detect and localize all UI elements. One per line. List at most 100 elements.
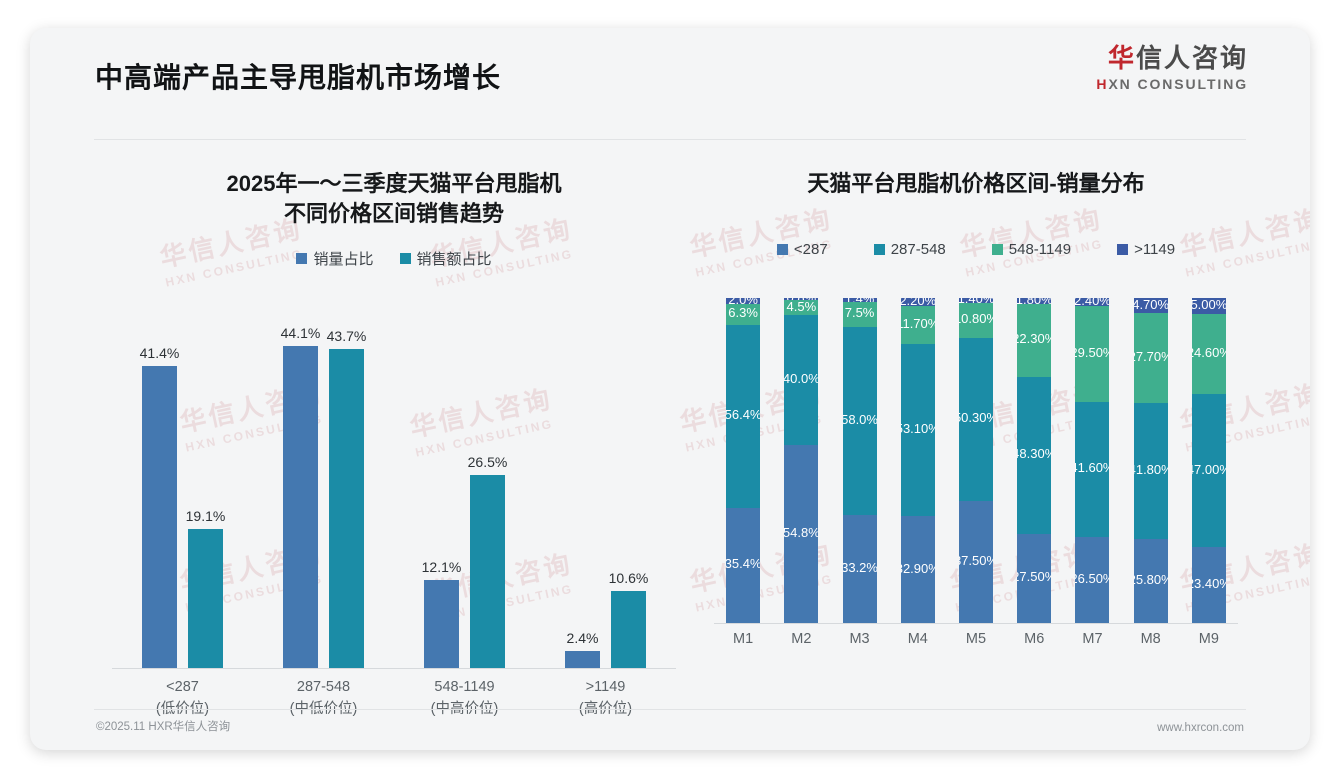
stacked-bar[interactable]: 35.4% 56.4% 6.3%2.0% [726, 297, 761, 623]
bar-value-label: 2.4% [566, 629, 599, 646]
slide-header: 中高端产品主导甩脂机市场增长 华信人咨询 HXN CONSULTING [30, 28, 1310, 140]
stacked-bar-segment[interactable]: 41.60% [1075, 401, 1110, 537]
segment-value-label: 1.80% [1017, 298, 1051, 304]
stacked-bar-segment[interactable]: 1.4% [842, 297, 877, 303]
stacked-bar-segment[interactable]: 35.4% [726, 507, 761, 623]
bar [470, 474, 505, 668]
bar-group: 12.1% 26.5% [404, 318, 526, 668]
logo-english-text: HXN CONSULTING [1096, 76, 1248, 92]
stacked-bar-segment[interactable]: 5.00% [1191, 298, 1226, 315]
logo-en-rest: XN CONSULTING [1108, 76, 1248, 93]
segment-value-label: 2.0% [728, 298, 758, 305]
segment-value-label: 2.20% [901, 298, 935, 305]
stacked-bar-segment[interactable]: 6.3% [726, 304, 761, 325]
stacked-bar-segment[interactable]: 27.70% [1133, 313, 1168, 404]
right-chart-legend-item[interactable]: 548-1149 [991, 241, 1072, 259]
right-chart-category-labels: M1 M2 M3 M4 M5 M6 M7 M8 M9 [714, 631, 1238, 659]
stacked-bar-segment[interactable]: 32.90% [900, 516, 935, 623]
stacked-bar[interactable]: 26.50% 41.60% 29.50% 2.40% [1075, 298, 1110, 623]
stacked-bar[interactable]: 25.80% 41.80% 27.70% 4.70% [1133, 298, 1168, 623]
stacked-bar[interactable]: 27.50% 48.30% 22.30% 1.80% [1017, 298, 1052, 623]
left-chart-panel: 2025年一～三季度天猫平台甩脂机 不同价格区间销售趋势 销量占比 销售额占比 4… [94, 148, 694, 717]
stacked-bar[interactable]: 32.90% 53.10% 11.70% 2.20% [900, 298, 935, 623]
bar-column[interactable]: 41.4% [140, 345, 179, 668]
bar-column[interactable]: 10.6% [609, 570, 648, 668]
stacked-bar-segment[interactable]: 1.40% [959, 298, 993, 303]
bar [611, 590, 646, 668]
logo-cn-accent: 华 [1107, 43, 1136, 73]
stacked-bar-segment[interactable]: 48.30% [1017, 376, 1052, 534]
bar-value-label: 43.7% [326, 328, 367, 345]
stacked-bar-segment[interactable]: 33.2% [842, 515, 877, 623]
segment-value-label: 4.5% [786, 300, 817, 314]
month-label: M8 [1140, 631, 1161, 647]
right-chart-legend-item[interactable]: >1149 [1117, 241, 1175, 258]
stacked-bar-segment[interactable]: 4.70% [1133, 298, 1168, 314]
stacked-bar[interactable]: 33.2% 58.0% 7.5% 1.4% [842, 297, 877, 623]
left-chart-legend-item[interactable]: 销售额占比 [399, 248, 492, 269]
stacked-bar-segment[interactable]: 2.40% [1075, 298, 1110, 306]
stacked-bar-segment[interactable]: 23.40% [1191, 546, 1226, 623]
stacked-bar-segment[interactable]: 1.80% [1017, 298, 1052, 305]
page-title: 中高端产品主导甩脂机市场增长 [95, 62, 502, 93]
stacked-bar-segment[interactable]: 29.50% [1075, 305, 1110, 402]
right-chart-legend-item[interactable]: 287-548 [873, 241, 946, 258]
bar-column[interactable]: 26.5% [468, 454, 507, 668]
bar-column[interactable]: 19.1% [186, 508, 225, 668]
stacked-bar-segment[interactable]: 7.5% [842, 302, 877, 327]
category-label: 548-1149 (中高价位) [404, 676, 526, 721]
segment-value-label: 5.00% [1191, 298, 1226, 313]
stacked-bar-segment[interactable]: 58.0% [842, 326, 877, 516]
bar-column[interactable]: 12.1% [422, 559, 461, 668]
logo-en-accent: H [1096, 76, 1109, 93]
category-label: <287 (低价位) [122, 676, 244, 721]
segment-value-label: 48.30% [1017, 446, 1051, 462]
stacked-bar-segment[interactable]: 11.70% [900, 305, 935, 344]
segment-value-label: 53.10% [901, 420, 935, 436]
left-chart-plot-area: 41.4% 19.1% 44.1% 43.7% 12.1% 26.5% 2.4% 10.6% [112, 318, 676, 668]
company-logo: 华信人咨询 HXN CONSULTING [1096, 43, 1248, 92]
stacked-bar-segment[interactable]: 40.0% [784, 314, 819, 445]
right-chart-legend-item[interactable]: <287 [776, 241, 828, 258]
stacked-bar[interactable]: 37.50% 50.30% 10.80% 1.40% [959, 298, 993, 623]
stacked-bar-segment[interactable]: 24.60% [1191, 314, 1226, 395]
bar-column[interactable]: 44.1% [281, 325, 320, 668]
legend-label: 548-1149 [1008, 241, 1072, 259]
segment-value-label: 41.60% [1075, 460, 1109, 476]
stacked-bar-segment[interactable]: 22.30% [1017, 304, 1052, 377]
stacked-bar-segment[interactable]: 2.0% [726, 297, 761, 305]
segment-value-label: 11.70% [901, 315, 935, 331]
stacked-bar[interactable]: 54.8% 40.0% 4.5%0.8% [784, 297, 819, 623]
stacked-bar-segment[interactable]: 47.00% [1191, 394, 1226, 547]
stacked-bar-segment[interactable]: 26.50% [1075, 536, 1110, 623]
stacked-bar-segment[interactable]: 27.50% [1017, 533, 1052, 623]
category-label-main: 548-1149 [434, 679, 495, 695]
stacked-bar-segment[interactable]: 10.80% [959, 302, 993, 338]
stacked-bar-segment[interactable]: 4.5% [784, 300, 819, 315]
stacked-bar[interactable]: 23.40% 47.00% 24.60% 5.00% [1191, 298, 1226, 623]
segment-value-label: 58.0% [842, 411, 877, 427]
legend-label: >1149 [1134, 241, 1176, 259]
slide-canvas: 中高端产品主导甩脂机市场增长 华信人咨询 HXN CONSULTING 华信人咨… [30, 28, 1310, 750]
legend-swatch-icon [1117, 244, 1129, 256]
bar-column[interactable]: 2.4% [565, 630, 600, 668]
stacked-bar-segment[interactable]: 50.30% [959, 337, 993, 502]
stacked-bar-segment[interactable]: 54.8% [784, 444, 819, 623]
bar [142, 366, 177, 668]
stacked-bar-segment[interactable]: 2.20% [900, 298, 935, 306]
logo-chinese-text: 华信人咨询 [1096, 43, 1248, 73]
bar-column[interactable]: 43.7% [327, 328, 366, 668]
stacked-bar-segment[interactable]: 53.10% [900, 343, 935, 517]
stacked-bar-segment[interactable]: 0.8% [784, 297, 819, 301]
bar-value-label: 41.4% [139, 345, 180, 362]
segment-value-label: 32.90% [901, 560, 935, 576]
stacked-bar-segment[interactable]: 41.80% [1133, 403, 1168, 540]
month-label: M1 [733, 631, 754, 647]
stacked-bar-segment[interactable]: 56.4% [726, 324, 761, 508]
segment-value-label: 1.40% [959, 298, 993, 303]
stacked-bar-segment[interactable]: 25.80% [1133, 539, 1168, 623]
segment-value-label: 56.4% [726, 407, 761, 423]
left-chart-legend-item[interactable]: 销量占比 [296, 248, 374, 269]
segment-value-label: 23.40% [1192, 575, 1226, 591]
stacked-bar-segment[interactable]: 37.50% [959, 501, 993, 623]
